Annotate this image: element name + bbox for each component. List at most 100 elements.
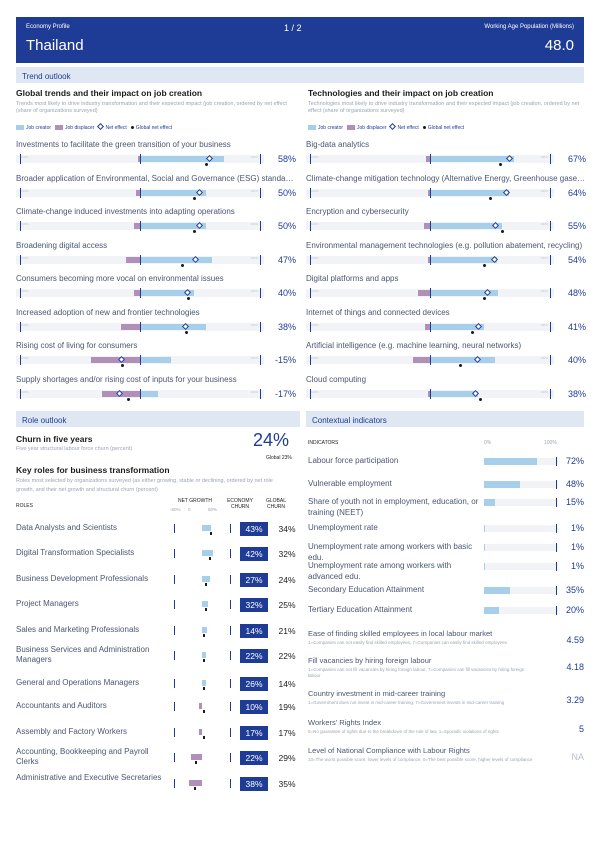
indicator-fill — [484, 587, 510, 594]
growth-max-marker — [230, 702, 231, 711]
global-growth-marker — [202, 710, 205, 713]
trend-track: -100% 100% — [306, 154, 554, 166]
net-growth-bar — [199, 729, 202, 735]
net-growth-bar — [202, 525, 211, 531]
global-net-marker — [184, 330, 188, 334]
col-economy-churn: ECONOMY CHURN — [227, 498, 253, 510]
population-label: Working Age Population (Millions) — [484, 24, 574, 30]
col-global-churn: GLOBAL CHURN — [265, 498, 286, 510]
index-label: Country investment in mid-career trainin… — [308, 689, 446, 698]
economy-churn-value: 43% — [240, 522, 268, 536]
net-effect-value: 47% — [277, 254, 296, 265]
legend-displacer: Job displacer — [65, 124, 95, 131]
tick-min: -100% — [20, 188, 29, 193]
growth-min-marker — [174, 728, 175, 737]
end-marker — [310, 187, 311, 198]
net-effect-value: 58% — [277, 154, 296, 164]
tick-max: 100% — [250, 322, 258, 327]
zero-line — [140, 254, 141, 265]
end-marker — [310, 321, 311, 332]
displacer-swatch — [347, 124, 356, 130]
indicator-fill — [484, 499, 496, 506]
displacer-bar — [427, 189, 430, 196]
net-growth-bar — [202, 652, 207, 658]
growth-max-marker — [230, 779, 231, 788]
role-row: Sales and Marketing Professionals 14% 21% — [16, 624, 300, 650]
global-dot-icon — [130, 125, 134, 129]
trend-label: Internet of things and connected devices — [306, 307, 450, 317]
zero-line — [430, 355, 431, 365]
end-marker — [20, 221, 21, 231]
trend-track: -100% 100% — [306, 321, 554, 334]
end-marker — [20, 154, 21, 164]
trend-label: Increased adoption of new and frontier t… — [16, 307, 200, 317]
role-row: Business Development Professionals 27% 24% — [16, 573, 300, 599]
key-roles-title: Key roles for business transformation — [16, 465, 170, 475]
role-row: Accounting, Bookkeeping and Payroll Cler… — [16, 747, 300, 777]
indicator-label: Tertiary Education Attainment — [308, 605, 413, 614]
displacer-bar — [136, 189, 140, 196]
creator-swatch — [308, 124, 316, 130]
trend-row: Artificial intelligence (e.g. machine le… — [306, 341, 590, 374]
indicator-end — [556, 480, 557, 489]
population-value: 48.0 — [544, 37, 574, 54]
role-label: Administrative and Executive Secretaries — [16, 773, 162, 782]
index-description: 10=The worst possible score, lower level… — [308, 757, 533, 762]
global-churn-value: 35% — [278, 779, 296, 789]
zero-line — [140, 388, 141, 399]
churn-value: 24% — [253, 430, 290, 450]
scale-max: 50% — [208, 507, 218, 512]
trends-legend: Job creator Job displacer Net effect Glo… — [16, 122, 172, 131]
growth-track — [172, 575, 232, 586]
indicator-value: 72% — [565, 456, 584, 466]
creator-bar — [430, 290, 499, 296]
tick-min: -100% — [20, 389, 29, 394]
net-growth-bar — [202, 550, 214, 556]
global-growth-marker — [202, 634, 205, 637]
trend-track: -100% 100% — [306, 355, 554, 367]
displacer-bar — [120, 323, 140, 330]
indicator-fill — [484, 458, 538, 465]
trend-track: -100% 100% — [16, 254, 264, 267]
growth-track — [172, 779, 232, 790]
role-row: General and Operations Managers 26% 14% — [16, 677, 300, 703]
indicator-fill — [484, 544, 485, 551]
end-marker — [310, 355, 311, 365]
index-value: 5 — [578, 724, 584, 734]
global-churn-value: 29% — [278, 753, 296, 763]
indicator-value: 35% — [565, 585, 584, 595]
tech-subtitle: Technologies most likely to drive indust… — [308, 101, 580, 114]
indicator-track — [484, 606, 558, 615]
role-label: Accountants and Auditors — [16, 701, 107, 710]
trend-track: -100% 100% — [306, 288, 554, 300]
trend-label: Cloud computing — [306, 374, 367, 384]
end-marker — [260, 288, 261, 298]
trend-track: -100% 100% — [16, 154, 264, 166]
tick-max: 100% — [250, 289, 258, 293]
index-description: 1=Companies can not fill vacancies by hi… — [308, 667, 525, 678]
indicator-value: 48% — [565, 479, 584, 489]
net-growth-bar — [202, 576, 210, 582]
global-net-marker — [193, 230, 196, 233]
trend-label: Artificial intelligence (e.g. machine le… — [306, 341, 522, 350]
indicator-end — [556, 498, 557, 507]
zero-line — [430, 154, 431, 164]
net-growth-bar — [202, 680, 207, 686]
growth-min-marker — [174, 679, 175, 688]
trend-track: -100% 100% — [306, 388, 554, 401]
growth-track — [172, 524, 232, 535]
global-churn-value: 32% — [278, 549, 296, 559]
global-growth-marker — [194, 787, 197, 790]
creator-bar — [430, 390, 478, 397]
creator-bar — [430, 357, 495, 363]
economy-churn-value: 22% — [240, 751, 268, 765]
growth-track — [172, 753, 232, 764]
role-row: Digital Transformation Specialists 42% 32% — [16, 547, 300, 573]
tech-title: Technologies and their impact on job cre… — [308, 88, 494, 98]
economy-profile-label: Economy Profile — [26, 24, 70, 30]
tick-max: 100% — [250, 188, 258, 193]
growth-min-marker — [174, 651, 175, 660]
role-outlook-band: Role outlook — [16, 411, 300, 427]
global-growth-marker — [202, 736, 205, 739]
creator-bar — [140, 189, 206, 196]
